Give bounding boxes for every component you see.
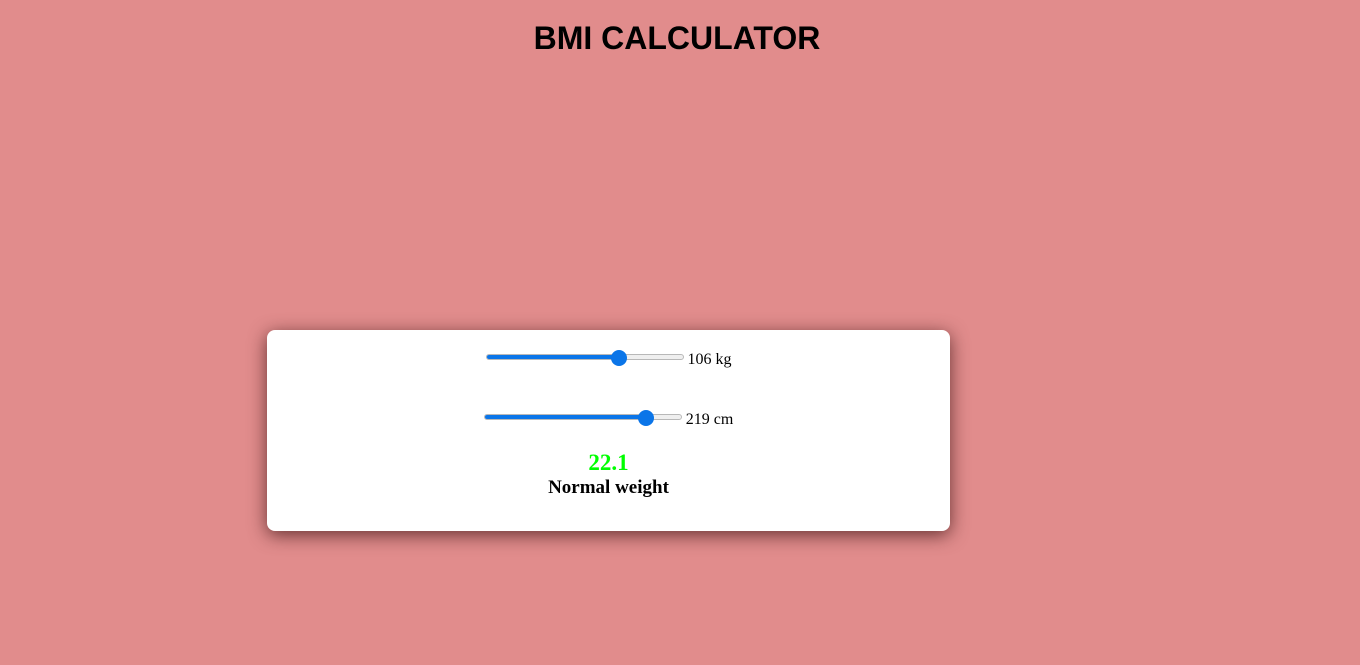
weight-slider-thumb[interactable] xyxy=(611,350,628,366)
weight-row: 106 kg xyxy=(267,346,950,370)
height-row: 219 cm xyxy=(267,406,950,430)
bmi-category: Normal weight xyxy=(548,477,669,498)
calculator-card: 106 kg 219 cm 22.1 Normal weight xyxy=(267,330,950,531)
weight-slider-fill xyxy=(486,355,621,359)
height-value: 219 cm xyxy=(685,411,734,428)
height-slider[interactable] xyxy=(483,410,682,426)
page-title: BMI CALCULATOR xyxy=(533,20,821,56)
weight-slider-track xyxy=(485,354,684,360)
weight-value: 106 kg xyxy=(687,351,732,368)
weight-slider[interactable] xyxy=(485,350,684,366)
height-slider-fill xyxy=(484,415,648,419)
bmi-value: 22.1 xyxy=(588,450,629,475)
height-slider-thumb[interactable] xyxy=(638,410,655,426)
height-slider-track xyxy=(483,414,682,420)
